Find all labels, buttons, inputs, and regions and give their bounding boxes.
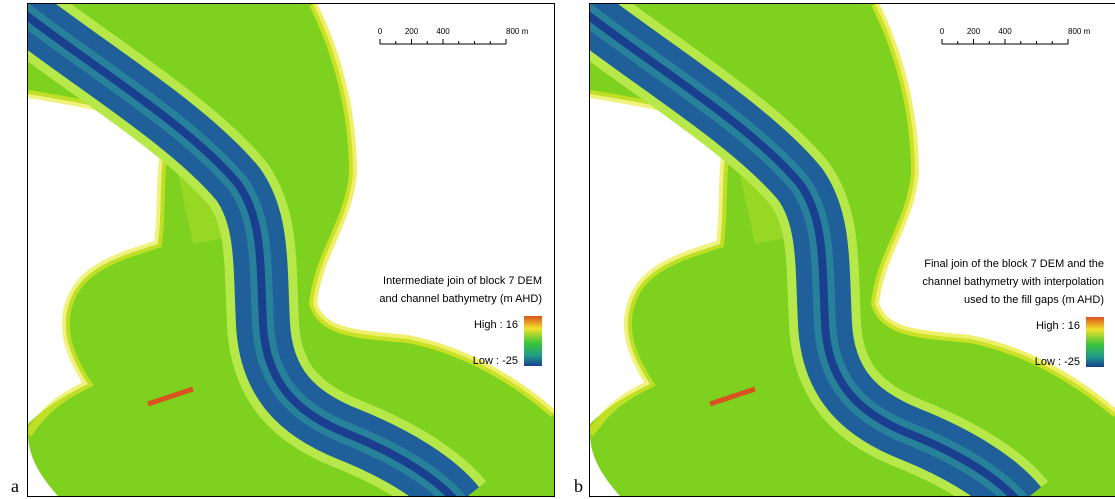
- legend-title: used to the fill gaps (m AHD): [964, 294, 1104, 306]
- scale-label: 200: [967, 27, 981, 36]
- scale-label: 400: [436, 27, 450, 36]
- scale-label: 0: [378, 27, 383, 36]
- legend-high: High : 16: [1036, 320, 1080, 332]
- panel-label: a: [11, 476, 19, 497]
- map: 0 200 400 800 m Intermediate join of block 7…: [28, 4, 554, 496]
- legend-title: Final join of the block 7 DEM and the: [924, 258, 1104, 270]
- legend-low: Low : -25: [473, 355, 518, 367]
- legend-title: and channel bathymetry (m AHD): [379, 293, 542, 305]
- page: a 0 200 400 800 m Intermediate join of block…: [0, 0, 1115, 499]
- map-panel: 0 200 400 800 m Intermediate join of block 7…: [27, 3, 555, 497]
- map: 0 200 400 800 m Final join of the block 7 DE…: [590, 4, 1115, 496]
- color-ramp: [1086, 317, 1104, 367]
- map-panel: 0 200 400 800 m Final join of the block 7 DE…: [589, 3, 1115, 497]
- scale-label: 400: [998, 27, 1012, 36]
- color-ramp: [524, 316, 542, 366]
- panel-label: b: [574, 476, 583, 497]
- scale-label: 200: [405, 27, 419, 36]
- scale-label: 0: [940, 27, 945, 36]
- legend-high: High : 16: [474, 319, 518, 331]
- legend-title: channel bathymetry with interpolation: [922, 276, 1104, 288]
- scale-label: 800 m: [506, 27, 529, 36]
- legend-title: Intermediate join of block 7 DEM: [383, 275, 542, 287]
- legend-low: Low : -25: [1035, 356, 1080, 368]
- scale-label: 800 m: [1068, 27, 1091, 36]
